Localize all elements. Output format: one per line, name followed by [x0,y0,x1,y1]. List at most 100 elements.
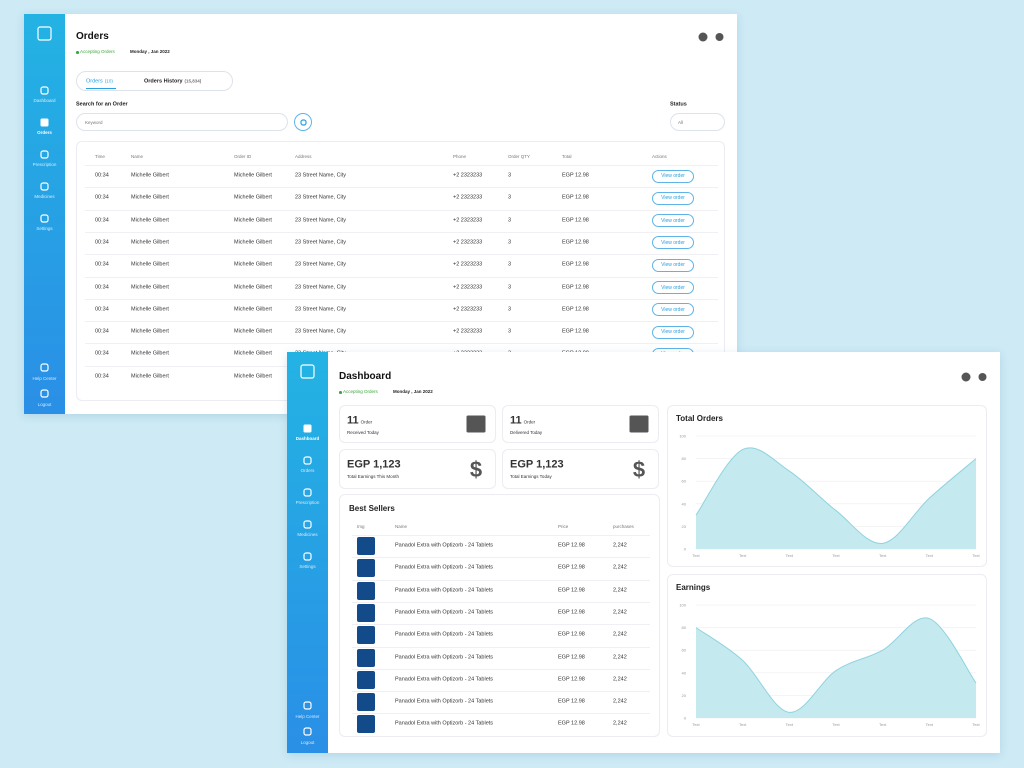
button-label[interactable]: View order [661,173,685,179]
cell: Michelle Gilbert [234,372,272,379]
view-order-button[interactable]: View order [652,281,694,294]
nav-icon [303,520,312,529]
search-button[interactable] [294,113,312,131]
search-placeholder[interactable]: Keyword [85,119,103,125]
nav-item[interactable]: Dashboard [287,421,328,449]
cell: Michelle Gilbert [234,194,272,201]
cell: 00:34 [95,372,109,379]
button-label[interactable]: View order [661,329,685,336]
nav-item[interactable]: Prescription [287,485,328,513]
text-part[interactable]: (15,834) [184,78,202,84]
cell: 00:34 [95,216,109,223]
area-line [695,617,977,713]
tab[interactable]: Orders (10) [86,79,113,85]
nav-label[interactable]: Help Center [295,713,320,719]
column-header: Phone [453,153,467,159]
cell: 23 Street Name, City [295,283,347,290]
cell: EGP 12.98 [562,328,589,335]
view-order-button[interactable]: View order [652,214,694,228]
product-image [357,537,375,555]
nav-icon [40,389,49,398]
y-tick-label: 80 [682,625,687,630]
nav-item[interactable]: Logout [287,725,328,747]
nav-item[interactable]: Medicines [287,517,328,545]
column-header: purchases [613,523,634,529]
cell: 2,242 [613,653,627,660]
nav-item[interactable]: Orders [287,453,328,481]
nav-label[interactable]: Logout [37,401,52,407]
stat-label: Delivered Today [510,429,543,435]
search-input[interactable]: Keyword [76,113,288,131]
text-part[interactable]: Orders [86,78,103,85]
area-line [695,447,977,544]
nav-item[interactable]: Settings [287,549,328,577]
cell: 23 Street Name, City [295,328,347,335]
status-dot [76,51,79,54]
nav-label[interactable]: Medicines [34,193,55,199]
status-value[interactable]: All [678,119,684,125]
cell: Panadol Extra with Optizorb - 24 Tablets [395,542,494,549]
nav-item[interactable]: Dashboard [24,83,65,111]
cell: Panadol Extra with Optizorb - 24 Tablets [395,698,494,705]
nav-icon [303,552,312,561]
tab[interactable]: Orders History (15,834) [144,79,201,85]
nav-label[interactable]: Dashboard [295,435,320,441]
y-tick-label: 0 [684,547,687,552]
chart: 0 20 40 60 80 100 Text Text Text Text Text Text Text [679,434,980,559]
text-part[interactable]: (10) [104,78,113,84]
nav-icon [303,727,312,736]
button-label[interactable]: View order [661,262,685,269]
y-tick-label: 0 [684,716,687,721]
cell: Michelle Gilbert [234,350,272,357]
icon-shape [40,86,49,95]
nav-item[interactable]: Help Center [287,699,328,721]
nav-item[interactable]: Settings [24,211,65,239]
cell: EGP 12.98 [562,216,589,223]
button-label[interactable]: View order [661,284,685,291]
nav-label[interactable]: Orders [300,467,315,473]
status-select[interactable]: All [670,113,725,131]
view-order-button[interactable]: View order [652,258,694,272]
icon-shape [715,33,724,41]
nav-label[interactable]: Prescription [32,161,57,167]
cell: Panadol Extra with Optizorb - 24 Tablets [395,564,494,571]
nav-label[interactable]: Dashboard [33,97,56,103]
nav-label[interactable]: Settings [36,225,53,231]
row-separator [352,691,650,693]
nav-label[interactable]: Help Center [32,375,57,381]
best-sellers-card: Best Sellers Img Name Price purchases Panadol… [339,494,660,737]
view-order-button[interactable]: View order [652,191,694,205]
cell: Michelle Gilbert [131,372,169,379]
nav-item[interactable]: Help Center [24,361,65,383]
nav-label[interactable]: Logout [300,739,315,745]
y-tick-label: 20 [682,693,687,698]
area [696,617,976,718]
button-label[interactable]: View order [661,239,685,246]
icon-shape [40,150,49,159]
column-header: Name [131,153,144,159]
button-label[interactable]: View order [661,217,685,224]
nav-item[interactable]: Medicines [24,179,65,207]
nav-item[interactable]: Logout [24,387,65,409]
x-tick-label: Text [879,553,887,558]
stat-label: Total Earnings This Month [347,473,399,479]
view-order-button[interactable]: View order [652,325,694,339]
nav-label[interactable]: Settings [299,563,316,569]
x-tick-label: Text [786,553,794,558]
cell: Michelle Gilbert [131,239,169,246]
view-order-button[interactable]: View order [652,236,694,250]
button-label[interactable]: View order [661,195,685,202]
button-label[interactable]: View order [661,306,685,313]
cell: EGP 12.98 [558,609,585,616]
nav-label[interactable]: Medicines [297,531,318,537]
view-order-button[interactable]: View order [652,303,694,317]
y-tick-label: 60 [682,479,687,484]
nav-item[interactable]: Orders [24,115,65,143]
nav-label[interactable]: Orders [37,129,52,135]
cell: 2,242 [613,676,627,683]
text-part[interactable]: Orders History [144,78,183,85]
nav-label[interactable]: Prescription [295,499,320,505]
nav-item[interactable]: Prescription [24,147,65,175]
view-order-button[interactable]: View order [652,169,694,183]
y-tick-label: 100 [679,434,686,439]
